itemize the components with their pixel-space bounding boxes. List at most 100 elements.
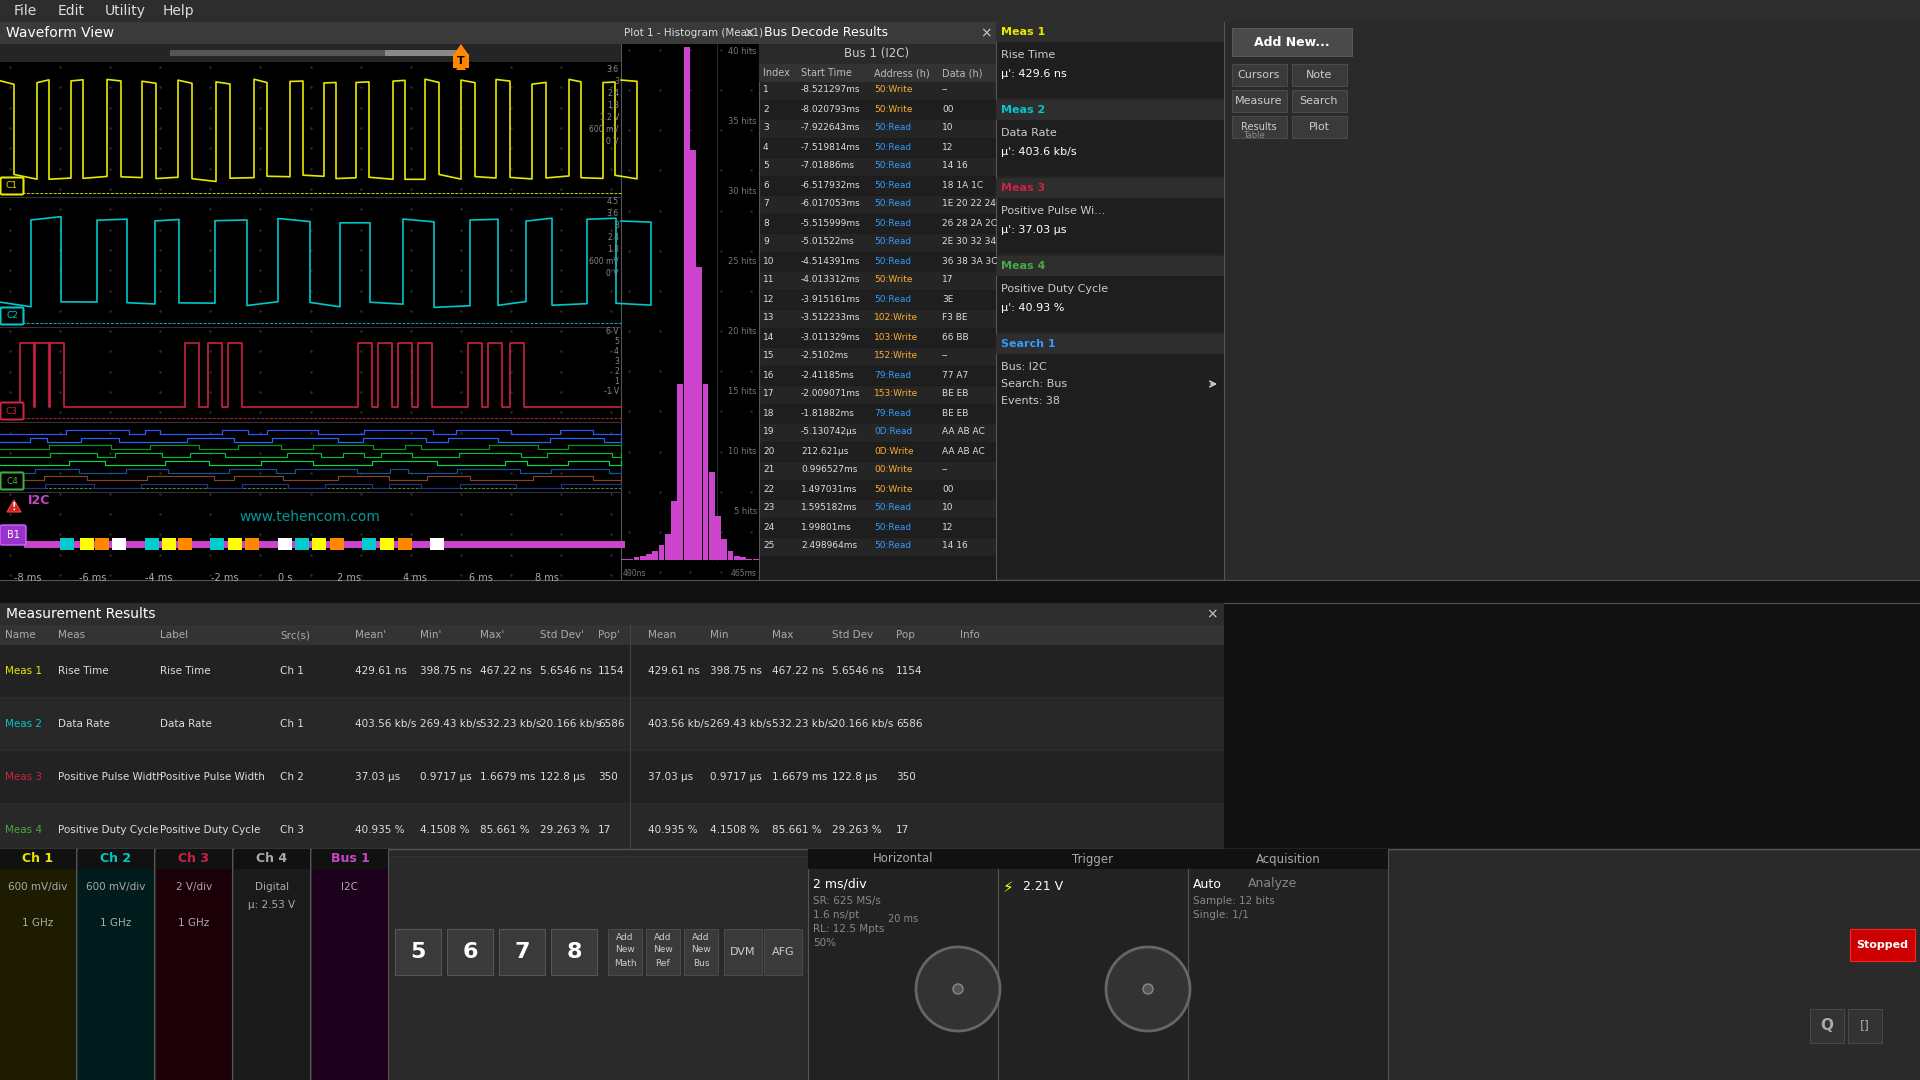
Text: B1: B1 (6, 530, 19, 540)
Text: !: ! (12, 502, 15, 512)
Text: 16: 16 (762, 370, 774, 379)
FancyBboxPatch shape (758, 215, 996, 233)
Text: 4: 4 (614, 348, 618, 356)
FancyBboxPatch shape (758, 329, 996, 347)
Text: 50:Read: 50:Read (874, 256, 912, 266)
FancyBboxPatch shape (0, 308, 23, 324)
Text: Ref: Ref (655, 959, 670, 968)
FancyBboxPatch shape (551, 929, 597, 975)
Text: Meas 4: Meas 4 (6, 825, 42, 835)
Text: 6 ms: 6 ms (468, 573, 493, 583)
FancyBboxPatch shape (0, 473, 23, 489)
Text: I2C: I2C (342, 882, 359, 892)
Text: 600 mV/div: 600 mV/div (86, 882, 146, 892)
Text: Std Dev': Std Dev' (540, 630, 584, 640)
Text: Acquisition: Acquisition (1256, 852, 1321, 865)
FancyBboxPatch shape (397, 538, 413, 550)
FancyBboxPatch shape (499, 929, 545, 975)
Text: 37.03 μs: 37.03 μs (355, 772, 399, 782)
FancyBboxPatch shape (758, 272, 996, 291)
Text: Search: Bus: Search: Bus (1000, 379, 1068, 389)
Text: 6: 6 (463, 942, 478, 962)
FancyBboxPatch shape (758, 500, 996, 518)
FancyBboxPatch shape (1292, 64, 1348, 86)
Text: 600 mV: 600 mV (589, 125, 618, 135)
FancyBboxPatch shape (659, 545, 664, 561)
Text: C4: C4 (6, 476, 17, 486)
FancyBboxPatch shape (311, 849, 388, 1080)
Text: 50:Read: 50:Read (874, 180, 912, 189)
Text: Ch 3: Ch 3 (179, 852, 209, 865)
Text: SR: 625 MS/s: SR: 625 MS/s (812, 896, 881, 906)
Text: μ': 403.6 kb/s: μ': 403.6 kb/s (1000, 147, 1077, 157)
FancyBboxPatch shape (620, 558, 626, 561)
Text: 429.61 ns: 429.61 ns (649, 666, 701, 676)
Text: Ch 4: Ch 4 (257, 852, 288, 865)
Text: C1: C1 (6, 181, 17, 190)
FancyBboxPatch shape (758, 291, 996, 309)
Text: Rise Time: Rise Time (1000, 50, 1056, 60)
FancyBboxPatch shape (733, 555, 739, 561)
FancyBboxPatch shape (689, 150, 695, 561)
Text: Data (h): Data (h) (943, 68, 983, 78)
FancyBboxPatch shape (209, 538, 225, 550)
Text: AA AB AC: AA AB AC (943, 428, 985, 436)
Text: 17: 17 (943, 275, 954, 284)
Circle shape (952, 984, 964, 994)
Text: 350: 350 (897, 772, 916, 782)
Text: 3: 3 (614, 78, 618, 86)
Text: Q: Q (1820, 1018, 1834, 1034)
Text: 1154: 1154 (597, 666, 624, 676)
FancyBboxPatch shape (79, 849, 154, 1080)
Text: 79:Read: 79:Read (874, 370, 912, 379)
Polygon shape (8, 500, 21, 512)
FancyBboxPatch shape (758, 253, 996, 271)
Text: 1.99801ms: 1.99801ms (801, 523, 852, 531)
FancyBboxPatch shape (697, 267, 703, 561)
FancyBboxPatch shape (246, 538, 259, 550)
Text: 2 ms/div: 2 ms/div (812, 877, 866, 891)
FancyBboxPatch shape (758, 120, 996, 138)
Text: 4.1508 %: 4.1508 % (710, 825, 760, 835)
Text: 1.6679 ms: 1.6679 ms (772, 772, 828, 782)
FancyBboxPatch shape (609, 929, 641, 975)
Polygon shape (453, 44, 468, 54)
Text: -2 ms: -2 ms (211, 573, 238, 583)
FancyBboxPatch shape (0, 751, 1225, 804)
Text: 5.6546 ns: 5.6546 ns (540, 666, 591, 676)
Text: 3: 3 (614, 221, 618, 230)
FancyBboxPatch shape (996, 178, 1225, 254)
Text: 22: 22 (762, 485, 774, 494)
Text: -2.5102ms: -2.5102ms (801, 351, 849, 361)
Text: Ch 1: Ch 1 (23, 852, 54, 865)
FancyBboxPatch shape (678, 384, 684, 561)
Text: Data Rate: Data Rate (1000, 129, 1056, 138)
Text: 2.21 V: 2.21 V (1023, 880, 1064, 893)
FancyBboxPatch shape (758, 44, 996, 64)
Text: Measure: Measure (1235, 96, 1283, 106)
Text: 0 V: 0 V (607, 270, 618, 279)
FancyBboxPatch shape (998, 849, 1188, 1080)
Text: 398.75 ns: 398.75 ns (710, 666, 762, 676)
Text: 6 V: 6 V (607, 327, 618, 337)
Text: 122.8 μs: 122.8 μs (831, 772, 877, 782)
Text: 66 BB: 66 BB (943, 333, 968, 341)
Text: File: File (13, 4, 36, 18)
Text: 2E 30 32 34: 2E 30 32 34 (943, 238, 996, 246)
Text: -8.521297ms: -8.521297ms (801, 85, 860, 94)
FancyBboxPatch shape (146, 538, 159, 550)
Text: Single: 1/1: Single: 1/1 (1192, 910, 1248, 920)
Text: 1.497031ms: 1.497031ms (801, 485, 858, 494)
Text: 0D:Read: 0D:Read (874, 428, 912, 436)
FancyBboxPatch shape (645, 929, 680, 975)
FancyBboxPatch shape (0, 603, 1225, 849)
Text: Math: Math (614, 959, 636, 968)
Text: 29.263 %: 29.263 % (540, 825, 589, 835)
Text: Start Time: Start Time (801, 68, 852, 78)
Text: -6.017053ms: -6.017053ms (801, 200, 860, 208)
FancyBboxPatch shape (758, 22, 996, 580)
FancyBboxPatch shape (1233, 28, 1352, 56)
FancyBboxPatch shape (808, 849, 998, 1080)
Text: 2: 2 (762, 105, 768, 113)
FancyBboxPatch shape (664, 534, 670, 561)
